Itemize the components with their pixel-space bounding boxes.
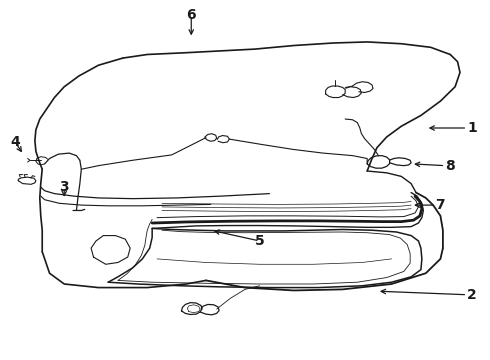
Text: 7: 7 bbox=[436, 198, 445, 212]
Text: 3: 3 bbox=[59, 180, 69, 194]
Text: 4: 4 bbox=[10, 135, 20, 149]
Text: 5: 5 bbox=[255, 234, 265, 248]
Text: 2: 2 bbox=[467, 288, 477, 302]
Text: 8: 8 bbox=[445, 159, 455, 173]
Text: 1: 1 bbox=[467, 121, 477, 135]
Text: 6: 6 bbox=[186, 8, 196, 22]
